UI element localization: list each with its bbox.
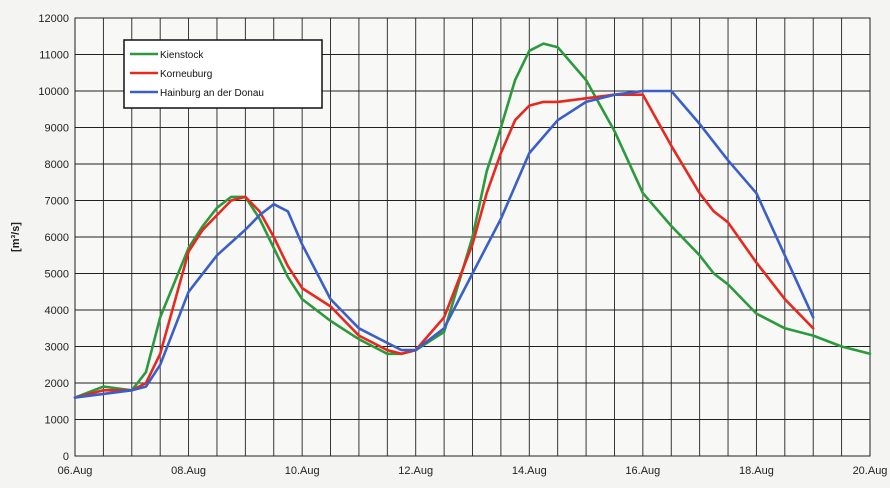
y-tick-label: 6000 (45, 232, 69, 244)
series-line-hainburg-an-der-donau (73, 89, 815, 399)
x-tick-label: 10.Aug (285, 465, 320, 477)
legend-label: Hainburg an der Donau (160, 88, 264, 99)
y-tick-label: 2000 (45, 378, 69, 390)
series-line-kienstock (73, 42, 872, 399)
y-tick-label: 3000 (45, 342, 69, 354)
series-layer (73, 42, 872, 399)
y-tick-label: 8000 (45, 159, 69, 171)
x-tick-label: 16.Aug (625, 465, 660, 477)
legend-label: Korneuburg (160, 69, 212, 80)
legend-label: Kienstock (160, 50, 204, 61)
series-line-korneuburg (73, 93, 815, 399)
y-tick-label: 10000 (38, 86, 69, 98)
y-tick-label: 9000 (45, 123, 69, 135)
y-tick-labels: 0 1000 2000 3000 4000 5000 6000 7000 8000 9000 100… (38, 13, 69, 463)
x-tick-label: 18.Aug (739, 465, 774, 477)
y-tick-label: 11000 (39, 50, 69, 62)
y-tick-label: 12000 (38, 13, 69, 25)
x-tick-label: 12.Aug (398, 465, 433, 477)
x-tick-label: 06.Aug (58, 465, 93, 477)
y-axis-label: [m³/s] (10, 222, 22, 252)
y-tick-label: 7000 (45, 196, 69, 208)
y-tick-label: 5000 (45, 269, 69, 281)
x-tick-label: 08.Aug (171, 465, 206, 477)
y-tick-label: 0 (63, 451, 69, 463)
x-tick-label: 20.Aug (853, 465, 888, 477)
y-tick-label: 1000 (45, 415, 69, 427)
y-tick-label: 4000 (45, 305, 69, 317)
x-tick-labels: 06.Aug 08.Aug 10.Aug 12.Aug 14.Aug 16.Aug 18.A… (58, 465, 888, 477)
x-tick-label: 14.Aug (512, 465, 547, 477)
legend: Kienstock Korneuburg Hainburg an der Donau (123, 39, 323, 109)
